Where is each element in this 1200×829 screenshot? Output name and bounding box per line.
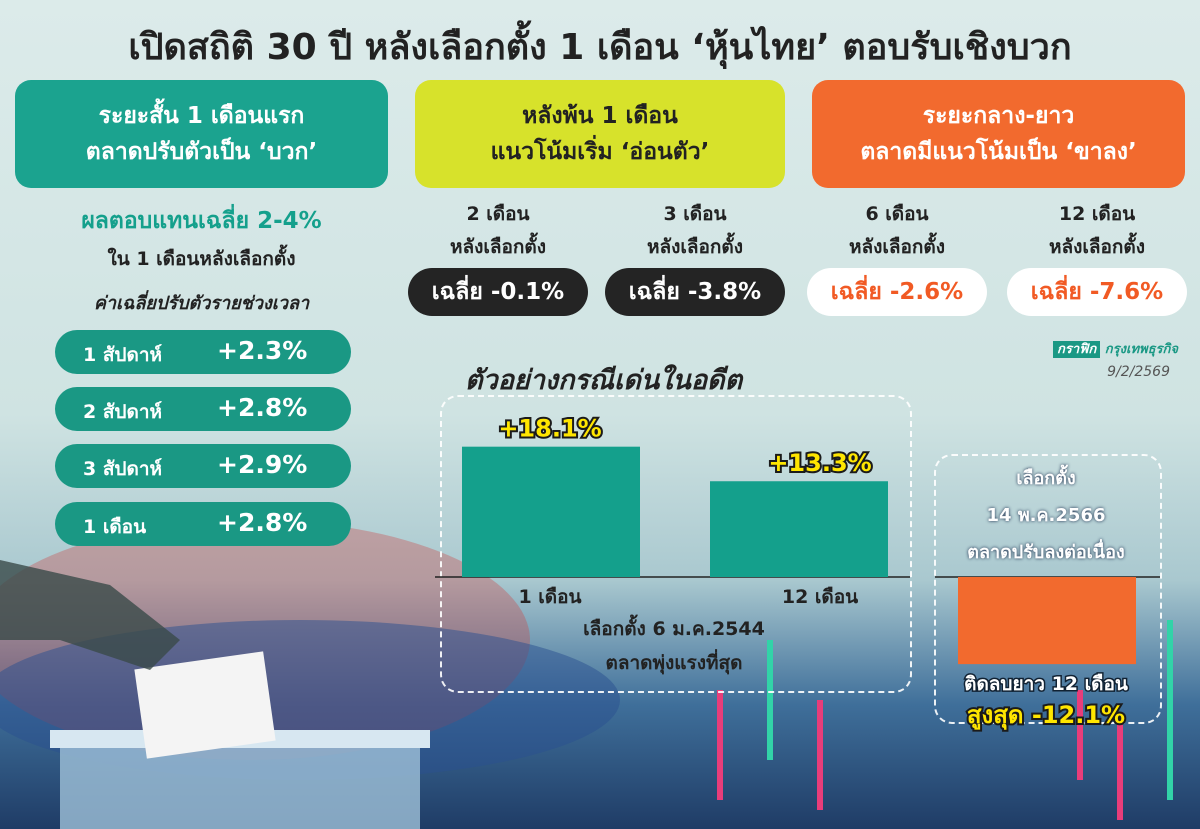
period-line: หลังเลือกตั้ง	[848, 236, 946, 258]
caption-line: 14 พ.ค.2566	[986, 505, 1106, 526]
candles	[717, 620, 1173, 820]
bar-value-label: +18.1%	[498, 415, 601, 443]
panel: หลังพ้น 1 เดือนแนวโน้มเริ่ม ‘อ่อนตัว’	[415, 80, 785, 188]
negative-caption: เลือกตั้ง 14 พ.ค.2566 ตลาดปรับลงต่อเนื่อง	[934, 460, 1158, 571]
headline: ผลตอบแทนเฉลี่ย 2-4%	[81, 208, 322, 234]
row: 1 สัปดาห์ +2.3%	[55, 330, 351, 374]
panel: ระยะกลาง-ยาวตลาดมีแนวโน้มเป็น ‘ขาลง’	[812, 80, 1185, 188]
period: 12 เดือนหลังเลือกตั้ง	[997, 198, 1197, 264]
caption-line: เลือกตั้ง	[1016, 468, 1076, 489]
row-value: +2.3%	[217, 336, 308, 365]
subline: ใน 1 เดือนหลังเลือกตั้ง	[107, 248, 296, 270]
average-pill: เฉลี่ย -0.1%	[408, 268, 588, 316]
example-box	[440, 395, 912, 693]
period-line: หลังเลือกตั้ง	[449, 236, 547, 258]
period-line: 2 เดือน	[466, 203, 530, 225]
bar	[958, 577, 1136, 665]
period: 6 เดือนหลังเลือกตั้ง	[797, 198, 997, 264]
source-name: กรุงเทพธุรกิจ	[1104, 342, 1178, 357]
caption-line: ตลาดปรับลงต่อเนื่อง	[967, 542, 1125, 563]
ballot-box	[60, 740, 420, 829]
average-pill: เฉลี่ย -7.6%	[1007, 268, 1187, 316]
bar	[462, 446, 640, 577]
row-value: +2.8%	[217, 393, 308, 422]
row-label: 1 เดือน	[83, 516, 147, 538]
panel-line: หลังพ้น 1 เดือน	[522, 103, 678, 129]
period: 2 เดือนหลังเลือกตั้ง	[398, 198, 598, 264]
source-date: 9/2/2569	[1107, 364, 1170, 380]
row-value: +2.9%	[217, 450, 308, 479]
examples-title: ตัวอย่างกรณีเด่นในอดีต	[465, 365, 743, 396]
panel-line: แนวโน้มเริ่ม ‘อ่อนตัว’	[490, 139, 710, 165]
example-box	[934, 454, 1162, 724]
average-pill: เฉลี่ย -3.8%	[605, 268, 785, 316]
bar-value-label: +13.3%	[768, 449, 871, 477]
period-line: 6 เดือน	[865, 203, 929, 225]
bar-category: 1 เดือน	[518, 586, 581, 608]
title: เปิดสถิติ 30 ปี หลังเลือกตั้ง 1 เดือน ‘ห…	[128, 27, 1072, 68]
panel-line: ตลาดปรับตัวเป็น ‘บวก’	[85, 139, 318, 165]
average-pill: เฉลี่ย -2.6%	[807, 268, 987, 316]
period-line: 12 เดือน	[1058, 203, 1136, 225]
bar	[710, 481, 888, 577]
positive-caption: เลือกตั้ง 6 ม.ค.2544 ตลาดพุ่งแรงที่สุด	[440, 612, 908, 680]
caption-line: ตลาดพุ่งแรงที่สุด	[605, 652, 743, 674]
note: ติดลบยาว 12 เดือน	[964, 673, 1128, 695]
row: 1 เดือน +2.8%	[55, 502, 351, 546]
period-line: 3 เดือน	[663, 203, 727, 225]
row-label: 1 สัปดาห์	[83, 344, 163, 366]
source-label: กราฟิก	[1053, 341, 1101, 358]
row-label: 2 สัปดาห์	[83, 401, 163, 423]
bar-category: 12 เดือน	[782, 586, 858, 608]
panel: ระยะสั้น 1 เดือนแรกตลาดปรับตัวเป็น ‘บวก’	[15, 80, 388, 188]
panel-line: ตลาดมีแนวโน้มเป็น ‘ขาลง’	[860, 139, 1137, 165]
row-label: 3 สัปดาห์	[83, 458, 163, 480]
panel-line: ระยะสั้น 1 เดือนแรก	[98, 103, 305, 129]
period-line: หลังเลือกตั้ง	[1048, 236, 1146, 258]
period: 3 เดือนหลังเลือกตั้ง	[595, 198, 795, 264]
source: กราฟิก กรุงเทพธุรกิจ	[1053, 338, 1178, 359]
row: 2 สัปดาห์ +2.8%	[55, 387, 351, 431]
hand-sleeve	[0, 560, 180, 670]
bar-value-label: สูงสุด -12.1%	[967, 701, 1125, 731]
caption: ค่าเฉลี่ยปรับตัวรายช่วงเวลา	[93, 293, 310, 314]
ballot-paper	[134, 651, 276, 759]
caption-line: เลือกตั้ง 6 ม.ค.2544	[583, 618, 765, 640]
panel-line: ระยะกลาง-ยาว	[922, 103, 1075, 129]
row-value: +2.8%	[217, 508, 308, 537]
period-line: หลังเลือกตั้ง	[646, 236, 744, 258]
row: 3 สัปดาห์ +2.9%	[55, 444, 351, 488]
